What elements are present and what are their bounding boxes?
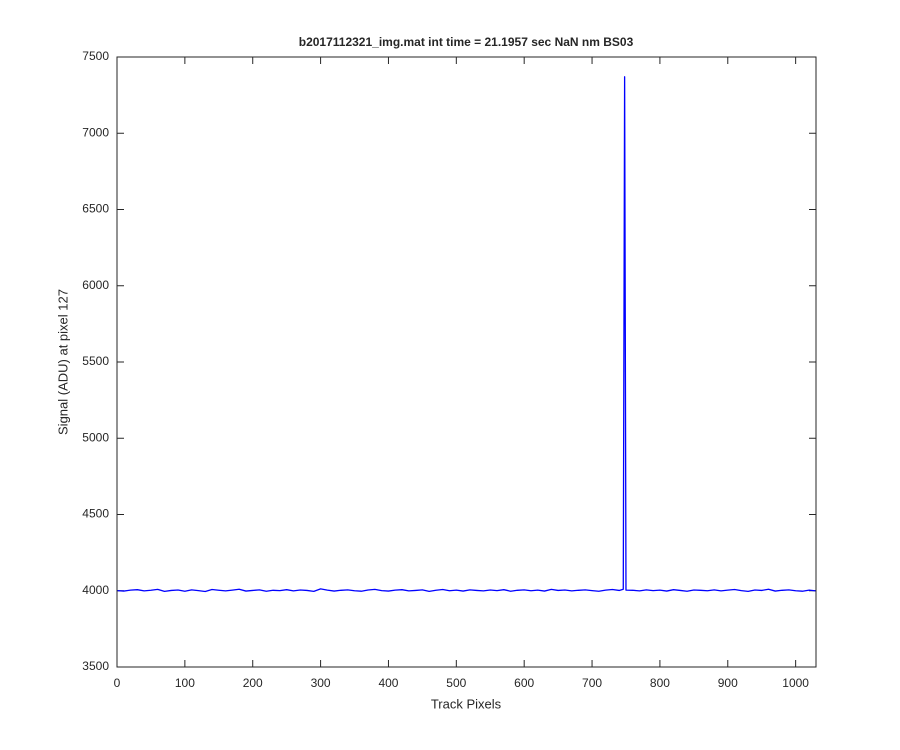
x-tick-label: 100 — [175, 676, 195, 690]
x-tick-label: 700 — [582, 676, 602, 690]
data-line — [116, 76, 817, 593]
x-tick-label: 300 — [311, 676, 331, 690]
y-tick-label: 7500 — [82, 49, 109, 63]
chart-title: b2017112321_img.mat int time = 21.1957 s… — [299, 35, 634, 49]
x-tick-label: 0 — [114, 676, 121, 690]
x-tick-label: 200 — [243, 676, 263, 690]
x-tick-label: 600 — [514, 676, 534, 690]
y-tick-label: 3500 — [82, 659, 109, 673]
y-tick-label: 4500 — [82, 507, 109, 521]
plot-box — [116, 56, 817, 668]
y-tick-label: 6500 — [82, 202, 109, 216]
y-tick-label: 5500 — [82, 354, 109, 368]
y-axis-label: Signal (ADU) at pixel 127 — [55, 289, 70, 435]
x-axis-label: Track Pixels — [431, 696, 502, 711]
y-tick-label: 6000 — [82, 278, 109, 292]
x-tick-label: 500 — [446, 676, 466, 690]
x-tick-label: 1000 — [782, 676, 809, 690]
y-tick-label: 5000 — [82, 430, 109, 444]
y-tick-label: 7000 — [82, 125, 109, 139]
y-tick-label: 4000 — [82, 583, 109, 597]
x-tick-label: 400 — [378, 676, 398, 690]
x-tick-label: 900 — [718, 676, 738, 690]
plot-area — [117, 57, 816, 667]
x-tick-label: 800 — [650, 676, 670, 690]
